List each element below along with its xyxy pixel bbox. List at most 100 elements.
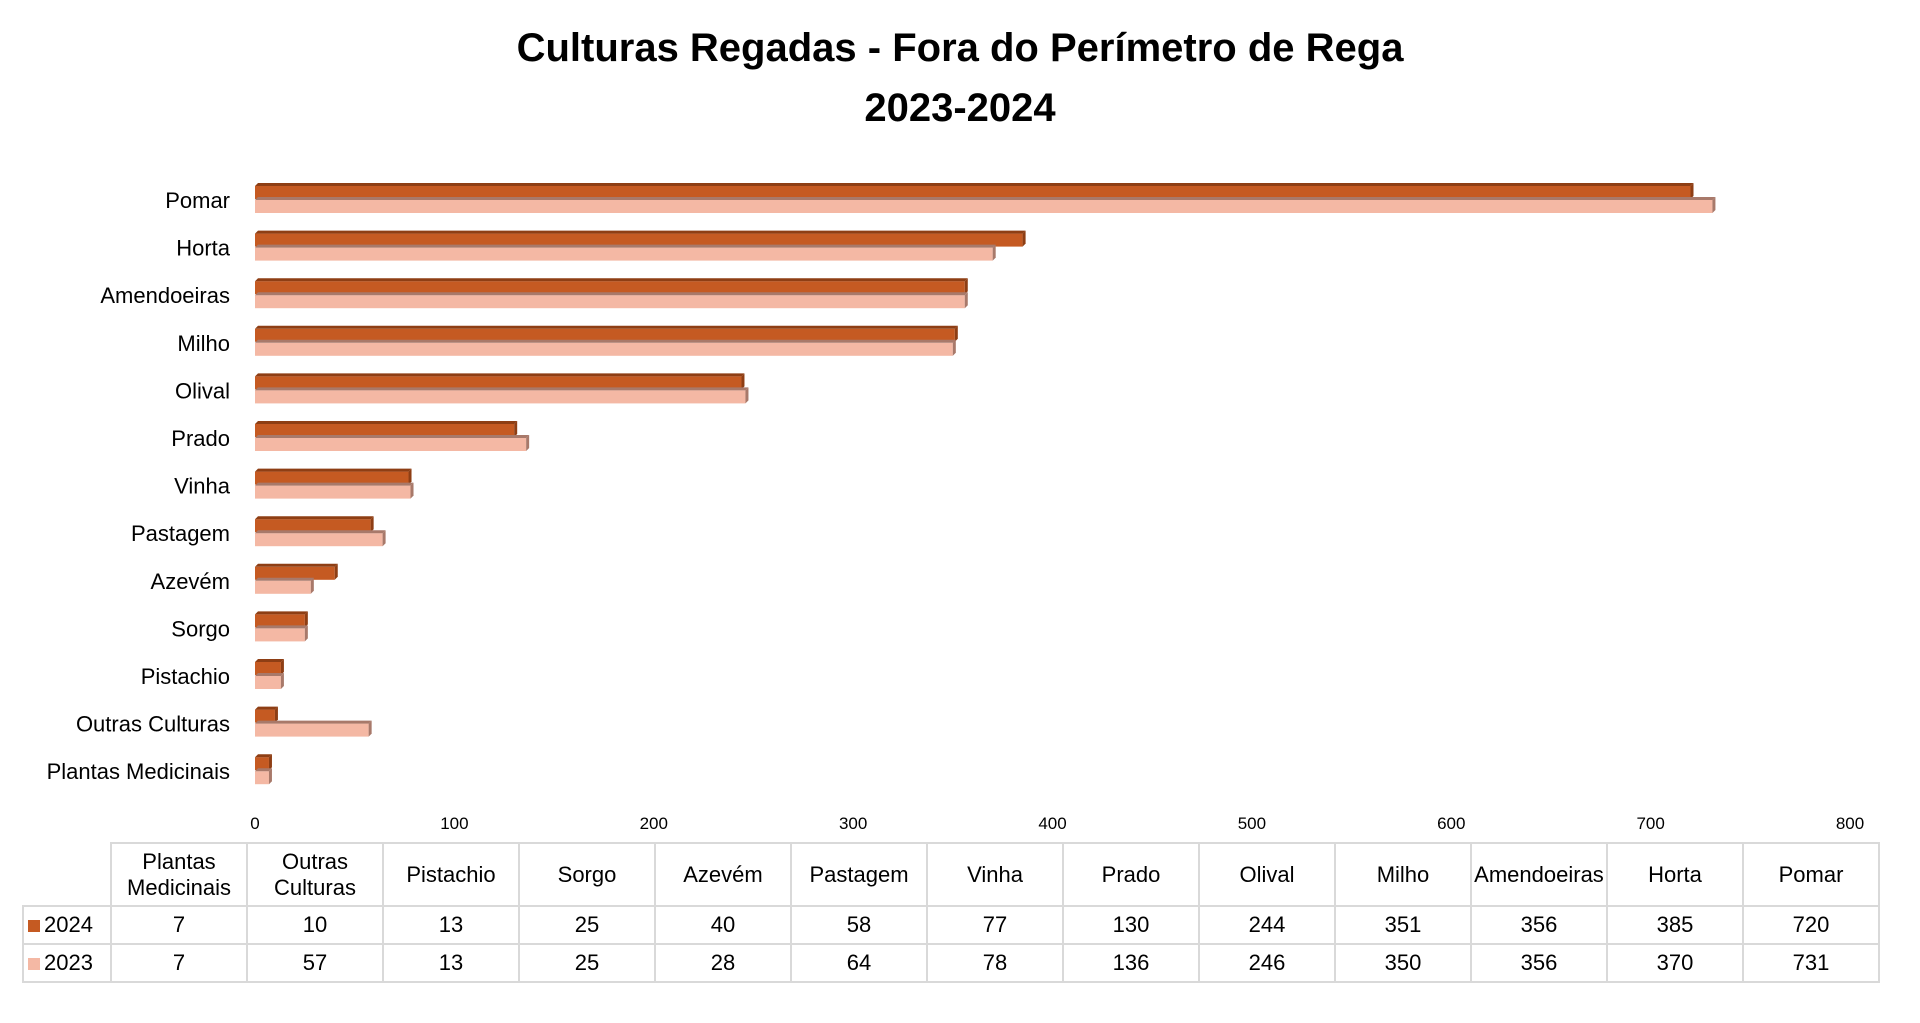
bar-side [368,720,372,737]
table-value-cell: 58 [790,905,928,945]
bar-face [255,580,311,594]
bar-top [255,625,308,629]
bar-top [255,325,958,329]
bar-side [268,754,272,771]
table-header-cell: Amendoeiras [1470,842,1608,907]
bar-face [255,628,305,642]
bar-top [255,611,308,615]
bar-face [255,438,527,451]
x-tick-label: 200 [640,814,668,833]
bar-2023 [255,577,314,594]
legend-swatch [28,920,40,932]
x-tick-label: 100 [440,814,468,833]
table-value-cell: 13 [382,943,520,983]
bar-side [1690,183,1694,199]
bar-side [741,373,745,390]
chart-title: Culturas Regadas - Fora do Perímetro de … [516,26,1404,70]
bar-top [255,768,272,772]
bar-top [255,197,1716,200]
legend-entry-2024: 2024 [22,905,112,945]
bar-top [255,278,968,282]
bar-side [280,659,284,675]
bar-2024 [255,373,745,390]
bar-face [255,533,383,547]
bar-2024 [255,516,374,533]
bar-2023 [255,530,386,547]
bar-face [255,424,515,437]
bar-top [255,373,745,377]
bar-side [1712,197,1716,213]
bar-2023 [255,197,1716,213]
bar-side [992,244,996,261]
category-label: Milho [177,331,230,356]
bar-face [255,376,742,390]
bar-top [255,720,372,724]
table-value-cell: 25 [518,943,656,983]
data-table-row-2024: 2024 7 10 13 25 40 58 77 130 244 351 356 385 720 [22,905,1880,945]
bar-side [408,468,412,485]
table-value-cell: 78 [926,943,1064,983]
table-value-cell: 350 [1334,943,1472,983]
bar-top [255,230,1026,234]
table-value-cell: 7 [110,943,248,983]
bar-2024 [255,706,278,723]
table-value-cell: 720 [1742,905,1880,945]
bar-side [952,339,956,356]
category-label: Pistachio [141,664,230,689]
x-tick-label: 500 [1238,814,1266,833]
bar-side [410,482,414,499]
table-value-cell: 25 [518,905,656,945]
bar-side [745,387,749,404]
legend-label: 2023 [44,950,93,975]
category-label: Prado [171,426,230,451]
table-value-cell: 10 [246,905,384,945]
table-header-cell: Plantas Medicinais [110,842,248,907]
bar-side [274,706,278,723]
bar-face [255,342,953,356]
corner-cell [23,843,112,907]
bar-face [255,709,275,723]
bar-2023 [255,720,372,737]
table-value-cell: 64 [790,943,928,983]
bar-2024 [255,754,272,771]
bar-face [255,723,369,737]
bar-side [370,516,374,533]
chart-subtitle: 2023-2024 [864,86,1056,130]
category-label: Plantas Medicinais [47,759,230,784]
table-header-cell: Olival [1198,842,1336,907]
bar-face [255,757,269,771]
bar-top [255,244,996,248]
bar-face [255,662,281,675]
bar-2024 [255,468,412,485]
bar-face [255,390,746,404]
bar-face [255,247,993,261]
bar-side [382,530,386,547]
bar-side [304,611,308,628]
bar-side [964,292,968,309]
bar-top [255,516,374,520]
data-table-header: Plantas Medicinais Outras Culturas Pistach… [23,842,1880,907]
category-label: Azevém [151,569,230,594]
bar-2024 [255,421,518,437]
table-value-cell: 7 [110,905,248,945]
bar-side [310,577,314,594]
category-label: Horta [176,236,231,261]
bar-2024 [255,325,958,342]
x-tick-label: 400 [1038,814,1066,833]
table-header-cell: Horta [1606,842,1744,907]
bar-2024 [255,183,1694,199]
bar-2023 [255,673,284,689]
table-header-cell: Pistachio [382,842,520,907]
table-value-cell: 136 [1062,943,1200,983]
table-header-cell: Pomar [1742,842,1880,907]
table-value-cell: 40 [654,905,792,945]
category-label: Pastagem [131,521,230,546]
table-header-cell: Azevém [654,842,792,907]
x-tick-label: 600 [1437,814,1465,833]
bar-side [304,625,308,642]
bar-2023 [255,244,996,261]
x-tick-label: 800 [1836,814,1864,833]
bar-top [255,659,284,662]
bar-2024 [255,230,1026,247]
category-label: Amendoeiras [100,283,230,308]
